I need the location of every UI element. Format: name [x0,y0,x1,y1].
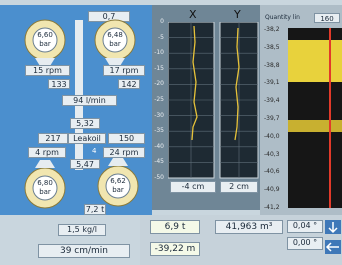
nav-arrows[interactable] [324,220,342,258]
hmi-screen: 0,7 6,60 bar 6,48 bar 15 rpm 17 rpm 133 … [0,0,342,265]
plot-ytick: -30 [142,112,164,119]
scale-tick: -40,0 [264,133,280,140]
lower-value: 5,47 [70,159,100,169]
plot-ytick: -20 [142,80,164,87]
scale-tick: -40,6 [264,168,280,175]
gauge-value: 6,80 [30,179,60,187]
plots [168,22,260,180]
gauge-value: 6,62 [103,177,133,185]
rpm: 15 rpm [25,65,70,76]
gauge-unit: bar [103,186,133,194]
gauge-unit: bar [30,188,60,196]
leak-right: 150 [108,133,145,144]
level-band [288,120,342,132]
speed: 39 cm/min [38,244,130,258]
scale-tick: -40,3 [264,151,280,158]
leak-left: 217 [38,133,68,144]
flow: 94 l/min [62,95,117,106]
level-zone [288,40,342,82]
scale-tick: -38,5 [264,44,280,51]
rpm-mid: 4 [92,147,96,155]
weight: 7,2 t [84,204,106,215]
rpm: 17 rpm [103,65,145,76]
plot-title: X [189,8,197,21]
count: 142 [118,79,140,89]
scale-tick: -39,4 [264,97,280,104]
leak-label: Leakoil [68,133,106,144]
quantity-title: Quantity lin [265,14,300,21]
plot-ytick: -35 [142,127,164,134]
scale-tick: -41,2 [264,204,280,211]
scale-tick: -39,7 [264,115,280,122]
gauge-unit: bar [30,40,60,48]
plot-ytick: -15 [142,65,164,72]
depth: -39,22 m [150,242,200,256]
gauge-unit: bar [100,40,130,48]
plot-ytick: -45 [142,158,164,165]
plot-ytick: -50 [142,174,164,181]
rpm: 24 rpm [103,147,145,158]
mid-value: 5,32 [70,118,100,129]
density: 1,5 kg/l [58,224,106,236]
gauge-value: 6,48 [100,31,130,39]
plot-title: Y [234,8,241,21]
plot-ytick: -40 [142,143,164,150]
x-readout: -4 cm [170,181,216,193]
load: 6,9 t [150,220,200,234]
rpm: 4 rpm [28,147,66,158]
quantity-value: 160 [314,13,340,23]
scale-tick: -38,2 [264,26,280,33]
plot-ytick: 0 [142,18,164,25]
angle-1: 0,04 ° [287,220,323,233]
gauge-value: 6,60 [30,31,60,39]
y-readout: 2 cm [220,181,258,193]
scale-tick: -39,1 [264,79,280,86]
angle-2: 0,00 ° [287,237,323,250]
plot-ytick: -10 [142,49,164,56]
volume: 41,963 m³ [215,220,283,234]
count: 133 [48,79,70,89]
plot-ytick: -5 [142,34,164,41]
scale-tick: -40,9 [264,186,280,193]
marker-line [329,28,331,208]
scale-tick: -38,8 [264,62,280,69]
plot-ytick: -25 [142,96,164,103]
